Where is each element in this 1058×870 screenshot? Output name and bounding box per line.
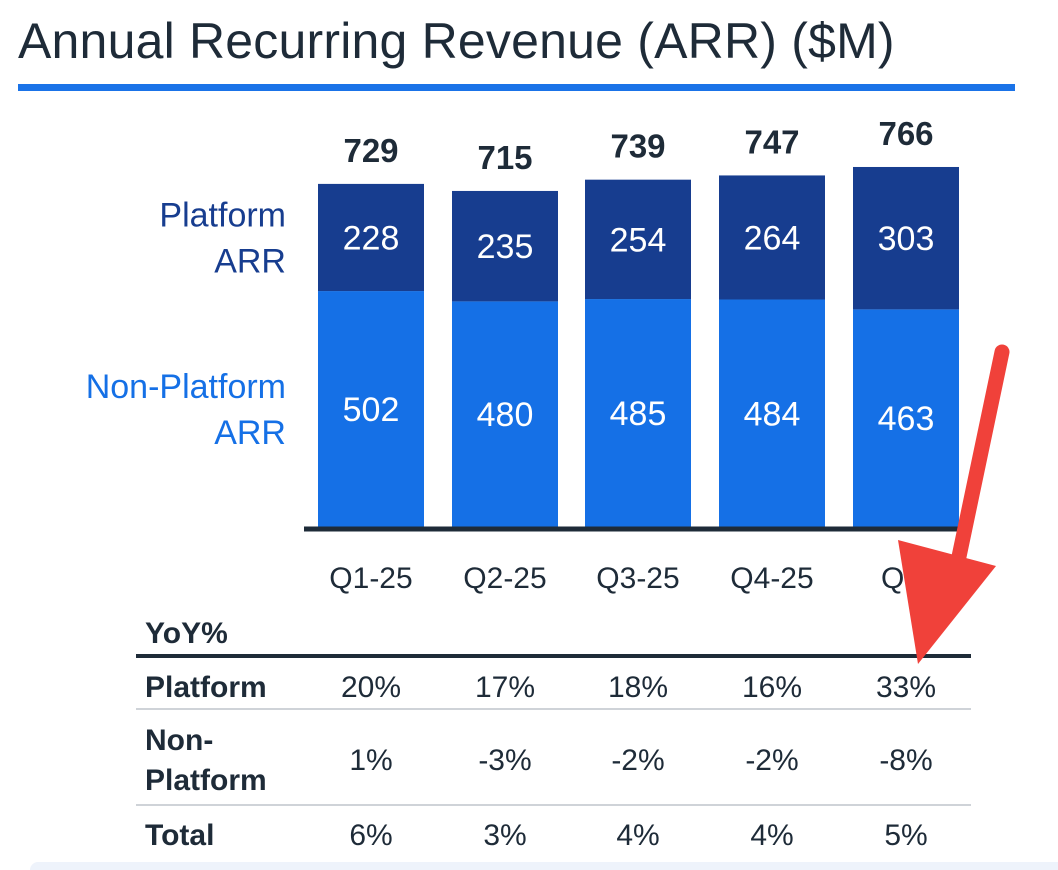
x-tick-label: Q2-25 — [463, 562, 546, 595]
yoy-row-label: Platform — [145, 764, 267, 797]
yoy-cell: -3% — [478, 744, 531, 777]
page-title: Annual Recurring Revenue (ARR) ($M) — [18, 13, 895, 69]
yoy-cell: 33% — [876, 671, 936, 704]
platform-value-label: 303 — [878, 220, 935, 258]
bar-platform — [452, 190, 558, 302]
yoy-cell: -8% — [879, 744, 932, 777]
bar-platform — [585, 179, 691, 300]
x-tick-label: Q1-25 — [329, 562, 412, 595]
bar-platform — [719, 175, 825, 300]
total-value-label: 766 — [878, 115, 933, 152]
title-underline — [18, 84, 1015, 91]
legend-platform-arr: ARR — [214, 242, 286, 280]
annotation-arrow-head — [898, 540, 996, 664]
non-platform-value-label: 480 — [477, 396, 534, 434]
yoy-cell: 6% — [349, 819, 392, 852]
bar-non-platform — [853, 309, 959, 527]
bar-non-platform — [719, 299, 825, 527]
platform-value-label: 235 — [477, 228, 534, 266]
yoy-cell: 17% — [475, 671, 535, 704]
legend-platform-arr: Platform — [159, 196, 286, 234]
bar-non-platform — [452, 301, 558, 527]
platform-value-label: 264 — [744, 219, 801, 257]
yoy-row-label: Total — [145, 819, 214, 852]
yoy-cell: 18% — [608, 671, 668, 704]
yoy-cell: 4% — [750, 819, 793, 852]
total-value-label: 747 — [744, 123, 799, 160]
bar-platform — [853, 166, 959, 310]
x-tick-label: Q4-25 — [730, 562, 813, 595]
yoy-cell: 4% — [616, 819, 659, 852]
yoy-cell: -2% — [745, 744, 798, 777]
platform-value-label: 254 — [610, 221, 667, 259]
legend-non-platform-arr: ARR — [214, 414, 286, 452]
bar-non-platform — [318, 291, 424, 527]
yoy-cell: 3% — [483, 819, 526, 852]
bar-platform — [318, 183, 424, 292]
annotation-arrow-shaft — [944, 344, 1010, 598]
non-platform-value-label: 485 — [610, 395, 667, 433]
legend-non-platform-arr: Non-Platform — [86, 368, 286, 406]
yoy-cell: -2% — [611, 744, 664, 777]
bottom-panel-edge — [30, 862, 1058, 870]
yoy-cell: 20% — [341, 671, 401, 704]
total-value-label: 715 — [477, 139, 532, 176]
total-value-label: 729 — [343, 132, 398, 169]
x-tick-label: Q3-25 — [596, 562, 679, 595]
yoy-cell: 5% — [884, 819, 927, 852]
non-platform-value-label: 484 — [744, 395, 801, 433]
yoy-row-label: Platform — [145, 671, 267, 704]
yoy-cell: 1% — [349, 744, 392, 777]
yoy-cell: 16% — [742, 671, 802, 704]
yoy-header: YoY% — [145, 617, 228, 650]
total-value-label: 739 — [610, 128, 665, 165]
non-platform-value-label: 463 — [878, 400, 935, 438]
platform-value-label: 228 — [343, 219, 400, 257]
non-platform-value-label: 502 — [343, 391, 400, 429]
bar-non-platform — [585, 299, 691, 527]
yoy-row-label: Non- — [145, 724, 213, 757]
